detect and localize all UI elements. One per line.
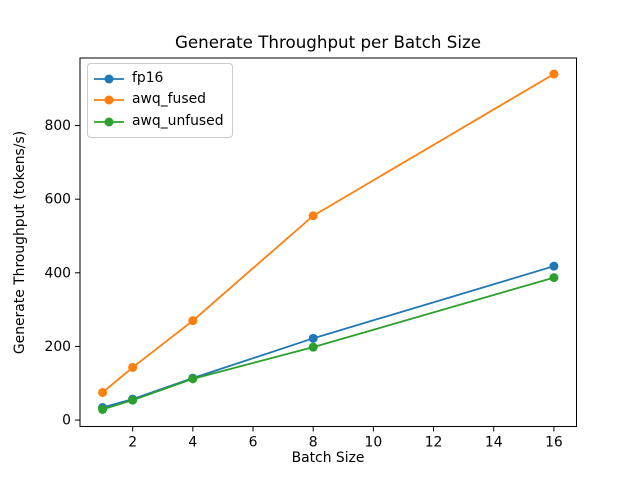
data-point-awq_unfused bbox=[188, 374, 198, 384]
legend-item-awq_fused: awq_fused bbox=[94, 90, 225, 112]
legend-line-icon bbox=[94, 74, 124, 84]
data-point-fp16 bbox=[308, 333, 318, 343]
y-tick-label: 0 bbox=[62, 413, 71, 429]
axes-layer: 2 4 6 8 10 12 14 16 0 200 400 600 800 bbox=[44, 57, 577, 451]
y-tick-label: 400 bbox=[44, 265, 71, 281]
data-point-awq_unfused bbox=[128, 395, 138, 405]
legend-marker bbox=[104, 74, 114, 84]
y-tick-label: 600 bbox=[44, 192, 71, 208]
y-tick-label: 800 bbox=[44, 118, 71, 134]
legend-item-fp16: fp16 bbox=[94, 68, 225, 90]
series-layer bbox=[98, 69, 559, 414]
data-point-awq_unfused bbox=[98, 404, 108, 414]
x-tick-label: 4 bbox=[188, 435, 197, 451]
series-line-awq_unfused bbox=[102, 276, 555, 411]
data-point-fp16 bbox=[549, 261, 559, 271]
legend-marker bbox=[104, 117, 114, 127]
x-axis-label: Batch Size bbox=[292, 450, 365, 466]
x-tick-label: 6 bbox=[249, 435, 258, 451]
data-point-awq_fused bbox=[98, 387, 108, 397]
x-tick-label: 2 bbox=[128, 435, 137, 451]
legend-line-icon bbox=[94, 95, 124, 105]
data-point-awq_fused bbox=[308, 211, 318, 221]
data-point-awq_fused bbox=[188, 316, 198, 326]
plot-spines bbox=[79, 57, 577, 427]
x-tick-label: 12 bbox=[425, 435, 443, 451]
legend-item-label: awq_fused bbox=[132, 91, 206, 108]
x-tick-label: 8 bbox=[309, 435, 318, 451]
data-point-awq_unfused bbox=[308, 342, 318, 352]
legend-item-awq_unfused: awq_unfused bbox=[94, 111, 225, 133]
legend-marker bbox=[104, 95, 114, 105]
x-tick-label: 10 bbox=[365, 435, 383, 451]
y-tick-label: 200 bbox=[44, 339, 71, 355]
data-point-awq_fused bbox=[128, 362, 138, 372]
y-axis-label: Generate Throughput (tokens/s) bbox=[12, 131, 28, 354]
data-point-awq_fused bbox=[549, 69, 559, 79]
legend-line-icon bbox=[94, 117, 124, 127]
data-point-awq_unfused bbox=[549, 273, 559, 283]
chart-title: Generate Throughput per Batch Size bbox=[175, 32, 481, 52]
legend-box: fp16 awq_fused awq_unfused bbox=[87, 63, 233, 138]
x-tick-label: 16 bbox=[545, 435, 563, 451]
legend-item-label: fp16 bbox=[132, 69, 164, 86]
legend-item-label: awq_unfused bbox=[132, 112, 224, 129]
x-tick-label: 14 bbox=[485, 435, 503, 451]
